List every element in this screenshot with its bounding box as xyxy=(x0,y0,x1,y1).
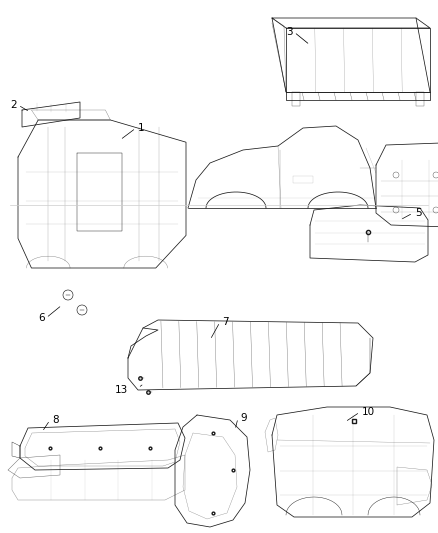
Text: 13: 13 xyxy=(115,385,128,395)
Text: 6: 6 xyxy=(38,313,45,323)
Text: 3: 3 xyxy=(286,27,293,37)
Text: 5: 5 xyxy=(415,208,422,218)
Text: 9: 9 xyxy=(240,413,247,423)
Text: 1: 1 xyxy=(138,123,145,133)
Text: 10: 10 xyxy=(362,407,375,417)
Text: 8: 8 xyxy=(52,415,59,425)
Text: 2: 2 xyxy=(10,100,17,110)
Text: 7: 7 xyxy=(222,317,229,327)
